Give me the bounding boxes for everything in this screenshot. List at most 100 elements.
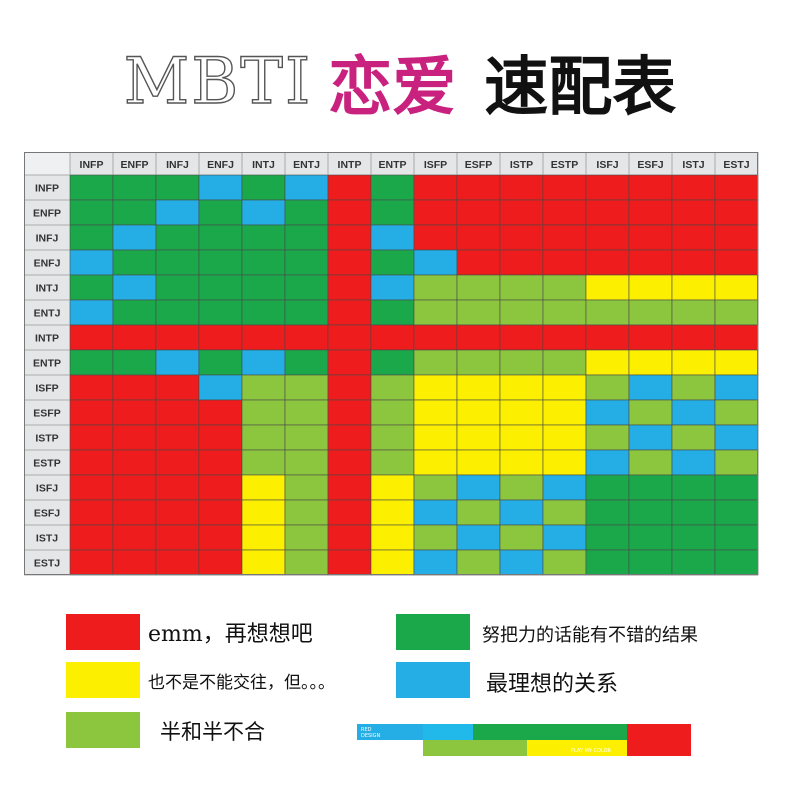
cell-istp-estp xyxy=(542,424,587,451)
cell-intj-istp xyxy=(499,274,544,301)
legend-label-blue: 最理想的关系 xyxy=(486,672,619,697)
cell-entj-enfp xyxy=(112,299,157,326)
cell-esfp-enfp xyxy=(112,399,157,426)
cell-infj-esfj xyxy=(628,224,673,251)
cell-enfp-istp xyxy=(499,199,544,226)
legend-swatch-lightgreen xyxy=(66,712,140,748)
cell-isfp-esfj xyxy=(628,374,673,401)
cell-intj-entj xyxy=(284,274,329,301)
cell-istj-istj xyxy=(671,524,716,551)
cell-esfj-entj xyxy=(284,499,329,526)
cell-isfj-esfj xyxy=(628,474,673,501)
cell-esfj-entp xyxy=(370,499,415,526)
cell-isfp-estp xyxy=(542,374,587,401)
cell-infp-entj xyxy=(284,174,329,201)
cell-infp-infj xyxy=(155,174,200,201)
cell-esfj-estp xyxy=(542,499,587,526)
cell-enfp-estj xyxy=(714,199,759,226)
cell-intp-infj xyxy=(155,324,200,351)
cell-isfp-intp xyxy=(327,374,372,401)
cell-entp-intj xyxy=(241,349,286,376)
cell-estj-infj xyxy=(155,549,200,576)
row-label-intp: INTP xyxy=(35,333,59,345)
cell-isfj-istj xyxy=(671,474,716,501)
cell-intj-enfp xyxy=(112,274,157,301)
legend-label-green: 努把力的话能有不错的结果 xyxy=(482,625,698,646)
cell-istj-estp xyxy=(542,524,587,551)
cell-isfj-estj xyxy=(714,474,759,501)
cell-istj-entp xyxy=(370,524,415,551)
cell-enfp-esfp xyxy=(456,199,501,226)
cell-estp-isfp xyxy=(413,449,458,476)
cell-intp-estp xyxy=(542,324,587,351)
column-label-enfj: ENFJ xyxy=(207,159,234,171)
cell-istj-intp xyxy=(327,524,372,551)
cell-istp-entj xyxy=(284,424,329,451)
cell-entp-estj xyxy=(714,349,759,376)
cell-infp-estp xyxy=(542,174,587,201)
cell-esfp-entj xyxy=(284,399,329,426)
cell-intp-istp xyxy=(499,324,544,351)
column-label-isfp: ISFP xyxy=(424,159,447,171)
cell-isfj-entp xyxy=(370,474,415,501)
cell-estp-estj xyxy=(714,449,759,476)
column-label-istp: ISTP xyxy=(510,159,533,171)
cell-infp-intp xyxy=(327,174,372,201)
cell-esfj-infj xyxy=(155,499,200,526)
cell-infj-intp xyxy=(327,224,372,251)
cell-intp-intp xyxy=(327,324,372,351)
cell-estp-esfp xyxy=(456,449,501,476)
row-label-isfp: ISFP xyxy=(35,383,58,395)
cell-esfj-isfj xyxy=(585,499,630,526)
cell-isfj-esfp xyxy=(456,474,501,501)
cell-estj-entj xyxy=(284,549,329,576)
cell-intj-esfp xyxy=(456,274,501,301)
cell-entj-esfj xyxy=(628,299,673,326)
cell-entj-infp xyxy=(69,299,114,326)
cell-istj-enfp xyxy=(112,524,157,551)
cell-esfj-intp xyxy=(327,499,372,526)
cell-istp-isfj xyxy=(585,424,630,451)
cell-infp-enfp xyxy=(112,174,157,201)
cell-esfj-estj xyxy=(714,499,759,526)
cell-enfj-enfp xyxy=(112,249,157,276)
cell-esfp-istp xyxy=(499,399,544,426)
row-label-esfj: ESFJ xyxy=(34,508,60,520)
cell-enfp-entp xyxy=(370,199,415,226)
column-label-estj: ESTJ xyxy=(723,159,749,171)
cell-enfj-istp xyxy=(499,249,544,276)
cell-istj-istp xyxy=(499,524,544,551)
cell-isfp-estj xyxy=(714,374,759,401)
cell-infj-isfp xyxy=(413,224,458,251)
legend-swatch-green xyxy=(396,614,470,650)
cell-enfp-estp xyxy=(542,199,587,226)
cell-isfj-entj xyxy=(284,474,329,501)
cell-estj-istj xyxy=(671,549,716,576)
cell-entp-istj xyxy=(671,349,716,376)
cell-infp-isfj xyxy=(585,174,630,201)
cell-enfp-isfj xyxy=(585,199,630,226)
cell-infj-estp xyxy=(542,224,587,251)
column-label-intj: INTJ xyxy=(252,159,275,171)
cell-istp-estj xyxy=(714,424,759,451)
heatmap-border xyxy=(24,152,758,575)
cell-infp-isfp xyxy=(413,174,458,201)
cell-infj-isfj xyxy=(585,224,630,251)
cell-esfp-esfp xyxy=(456,399,501,426)
title-love: 恋爱 xyxy=(328,51,457,125)
cell-isfj-enfj xyxy=(198,474,243,501)
cell-isfp-infj xyxy=(155,374,200,401)
cell-enfp-esfj xyxy=(628,199,673,226)
cell-infj-esfp xyxy=(456,224,501,251)
cell-istp-infp xyxy=(69,424,114,451)
cell-infp-intj xyxy=(241,174,286,201)
cell-enfp-enfp xyxy=(112,199,157,226)
column-label-infp: INFP xyxy=(80,159,104,171)
cell-entp-infj xyxy=(155,349,200,376)
cell-estp-infp xyxy=(69,449,114,476)
cell-istp-istj xyxy=(671,424,716,451)
cell-estj-entp xyxy=(370,549,415,576)
cell-infj-entj xyxy=(284,224,329,251)
cell-esfj-esfj xyxy=(628,499,673,526)
cell-intp-isfj xyxy=(585,324,630,351)
